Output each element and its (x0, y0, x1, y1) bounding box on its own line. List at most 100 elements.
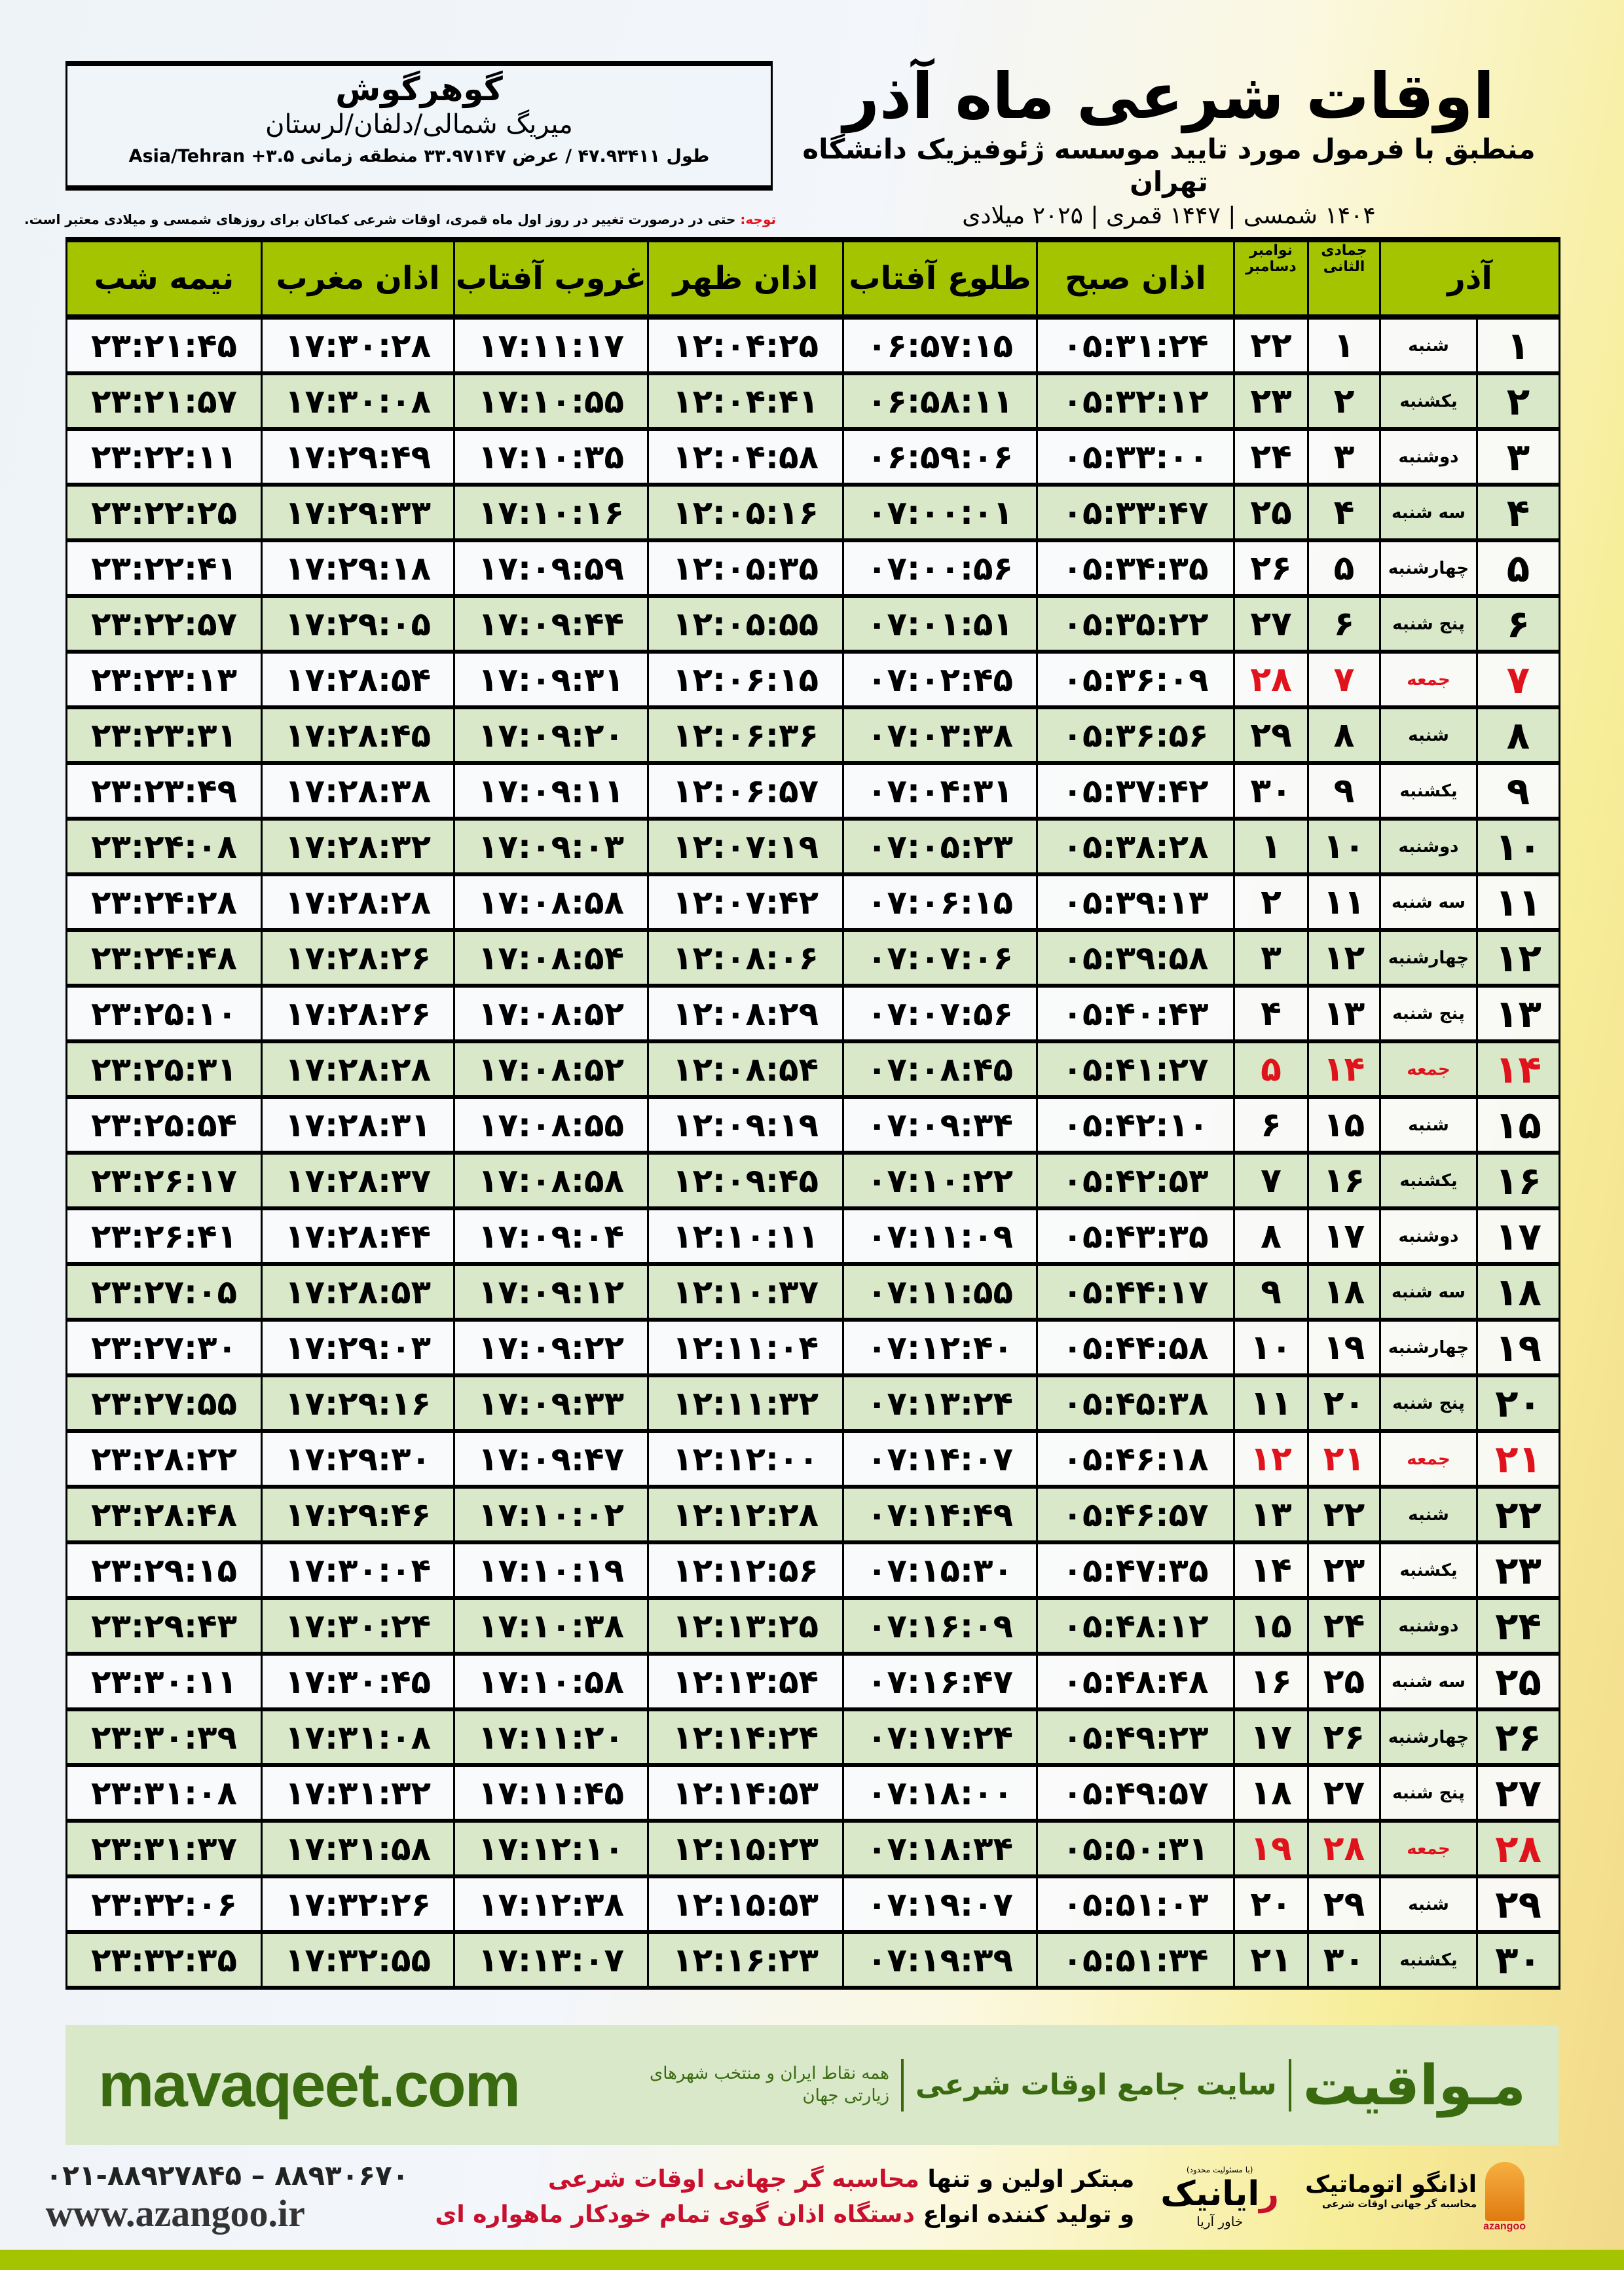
dhuhr-time: ۱۲:۱۱:۰۴ (647, 1318, 844, 1377)
fajr-time: ۰۵:۴۹:۵۷ (1036, 1764, 1235, 1822)
weekday: پنج شنبه (1379, 1374, 1478, 1432)
fajr-time: ۰۵:۳۳:۴۷ (1036, 483, 1235, 542)
fajr-time: ۰۵:۳۳:۰۰ (1036, 428, 1235, 486)
rayanik-logo: (با مسئولیت محدود) رایانیک خاور آریا (1160, 2165, 1279, 2229)
sunrise-time: ۰۷:۰۹:۳۴ (842, 1096, 1038, 1154)
azar-day: ۲۹ (1476, 1875, 1560, 1933)
sunrise-time: ۰۷:۱۴:۰۷ (842, 1430, 1038, 1488)
col-midnight: نیمه شب (65, 237, 263, 320)
azar-day: ۲۴ (1476, 1597, 1560, 1655)
gregorian-day: ۵ (1233, 1040, 1309, 1098)
midnight-time: ۲۳:۲۸:۴۸ (65, 1485, 263, 1544)
fajr-time: ۰۵:۵۱:۳۴ (1036, 1931, 1235, 1989)
azar-day: ۱۸ (1476, 1263, 1560, 1321)
dhuhr-time: ۱۲:۱۴:۲۴ (647, 1708, 844, 1766)
midnight-time: ۲۳:۲۹:۴۳ (65, 1597, 263, 1655)
azar-day: ۲۶ (1476, 1708, 1560, 1766)
gregorian-day: ۲۷ (1233, 595, 1309, 653)
midnight-time: ۲۳:۳۲:۰۶ (65, 1875, 263, 1933)
maghrib-time: ۱۷:۲۹:۴۶ (261, 1485, 455, 1544)
weekday: سه شنبه (1379, 873, 1478, 931)
gregorian-day: ۱۱ (1233, 1374, 1309, 1432)
sunset-time: ۱۷:۰۹:۳۳ (453, 1374, 649, 1432)
hijri-day: ۶ (1307, 595, 1381, 653)
promo-line1: مبتکر اولین و تنها (919, 2166, 1135, 2193)
sunrise-time: ۰۷:۱۱:۵۵ (842, 1263, 1038, 1321)
sunrise-time: ۰۷:۱۳:۲۴ (842, 1374, 1038, 1432)
azar-day: ۱۳ (1476, 984, 1560, 1043)
sunrise-time: ۰۶:۵۷:۱۵ (842, 316, 1038, 375)
rayanik-small: (با مسئولیت محدود) (1186, 2165, 1253, 2174)
sunrise-time: ۰۷:۰۰:۰۱ (842, 483, 1038, 542)
fajr-time: ۰۵:۳۵:۲۲ (1036, 595, 1235, 653)
maghrib-time: ۱۷:۲۸:۵۴ (261, 650, 455, 709)
midnight-time: ۲۳:۲۲:۲۵ (65, 483, 263, 542)
table-row: ۱۱ سه شنبه ۱۱ ۲ ۰۵:۳۹:۱۳ ۰۷:۰۶:۱۵ ۱۲:۰۷:۴۲ ۱۷:۰… (65, 873, 1560, 931)
col-gregorian: نوامبر دسامبر (1233, 237, 1309, 320)
gregorian-day: ۴ (1233, 984, 1309, 1043)
hijri-day: ۱۳ (1307, 984, 1381, 1043)
page-title: اوقات شرعی ماه آذر (843, 60, 1495, 133)
weekday: سه شنبه (1379, 483, 1478, 542)
weekday: دوشنبه (1379, 1207, 1478, 1265)
gregorian-day: ۱۰ (1233, 1318, 1309, 1377)
azangoo-website[interactable]: www.azangoo.ir (45, 2192, 305, 2235)
dhuhr-time: ۱۲:۱۰:۳۷ (647, 1263, 844, 1321)
midnight-time: ۲۳:۲۴:۲۸ (65, 873, 263, 931)
weekday: جمعه (1379, 1430, 1478, 1488)
fajr-time: ۰۵:۳۹:۱۳ (1036, 873, 1235, 931)
midnight-time: ۲۳:۲۳:۳۱ (65, 706, 263, 764)
banner-site-link[interactable]: mavaqeet.com (98, 2049, 521, 2120)
azar-day: ۲۵ (1476, 1652, 1560, 1711)
maghrib-time: ۱۷:۲۹:۱۸ (261, 539, 455, 597)
midnight-time: ۲۳:۲۹:۱۵ (65, 1541, 263, 1599)
azar-day: ۹ (1476, 762, 1560, 820)
location-region: میریگ شمالی/دلفان/لرستان (265, 109, 573, 140)
fajr-time: ۰۵:۵۱:۰۳ (1036, 1875, 1235, 1933)
sunrise-time: ۰۷:۱۹:۳۹ (842, 1931, 1038, 1989)
gregorian-day: ۲۸ (1233, 650, 1309, 709)
azar-day: ۱۷ (1476, 1207, 1560, 1265)
gregorian-day: ۳ (1233, 929, 1309, 987)
gregorian-day: ۱۳ (1233, 1485, 1309, 1544)
midnight-time: ۲۳:۲۱:۴۵ (65, 316, 263, 375)
fajr-time: ۰۵:۳۲:۱۲ (1036, 372, 1235, 430)
table-row: ۱۰ دوشنبه ۱۰ ۱ ۰۵:۳۸:۲۸ ۰۷:۰۵:۲۳ ۱۲:۰۷:۱۹ ۱۷:۰۹… (65, 817, 1560, 876)
sunset-time: ۱۷:۰۹:۱۱ (453, 762, 649, 820)
weekday: سه شنبه (1379, 1652, 1478, 1711)
maghrib-time: ۱۷:۲۸:۲۶ (261, 929, 455, 987)
fajr-time: ۰۵:۴۸:۴۸ (1036, 1652, 1235, 1711)
sunset-time: ۱۷:۱۳:۰۷ (453, 1931, 649, 1989)
table-row: ۲۳ یکشنبه ۲۳ ۱۴ ۰۵:۴۷:۳۵ ۰۷:۱۵:۳۰ ۱۲:۱۲:۵۶ ۱۷:۱… (65, 1541, 1560, 1599)
sunset-time: ۱۷:۱۰:۱۶ (453, 483, 649, 542)
azar-day: ۲ (1476, 372, 1560, 430)
hijri-day: ۱۷ (1307, 1207, 1381, 1265)
table-row: ۱۵ شنبه ۱۵ ۶ ۰۵:۴۲:۱۰ ۰۷:۰۹:۳۴ ۱۲:۰۹:۱۹ ۱۷:۰۸:۵… (65, 1096, 1560, 1154)
year-info: ۱۴۰۴ شمسی | ۱۴۴۷ قمری | ۲۰۲۵ میلادی (962, 202, 1376, 230)
table-row: ۱۳ پنج شنبه ۱۳ ۴ ۰۵:۴۰:۴۳ ۰۷:۰۷:۵۶ ۱۲:۰۸:۲۹ ۱۷:… (65, 984, 1560, 1043)
fajr-time: ۰۵:۴۶:۱۸ (1036, 1430, 1235, 1488)
page-subtitle: منطبق با فرمول مورد تایید موسسه ژئوفیزیک… (802, 132, 1536, 198)
sunrise-time: ۰۶:۵۸:۱۱ (842, 372, 1038, 430)
sunset-time: ۱۷:۱۱:۴۵ (453, 1764, 649, 1822)
gregorian-day: ۲۶ (1233, 539, 1309, 597)
sunset-time: ۱۷:۱۱:۱۷ (453, 316, 649, 375)
note: توجه: حتی در درصورت تغییر در روز اول ماه… (24, 212, 776, 227)
dhuhr-time: ۱۲:۱۳:۲۵ (647, 1597, 844, 1655)
maghrib-time: ۱۷:۳۰:۰۴ (261, 1541, 455, 1599)
gregorian-day: ۱ (1233, 817, 1309, 876)
hijri-day: ۱۹ (1307, 1318, 1381, 1377)
fajr-time: ۰۵:۴۳:۳۵ (1036, 1207, 1235, 1265)
sunrise-time: ۰۷:۰۶:۱۵ (842, 873, 1038, 931)
mosque-dome-icon (1485, 2162, 1524, 2221)
hijri-day: ۳۰ (1307, 1931, 1381, 1989)
weekday: پنج شنبه (1379, 1764, 1478, 1822)
fajr-time: ۰۵:۴۱:۲۷ (1036, 1040, 1235, 1098)
hijri-day: ۲۷ (1307, 1764, 1381, 1822)
weekday: دوشنبه (1379, 428, 1478, 486)
hijri-day: ۸ (1307, 706, 1381, 764)
azar-day: ۲۸ (1476, 1819, 1560, 1878)
maghrib-time: ۱۷:۲۸:۳۱ (261, 1096, 455, 1154)
midnight-time: ۲۳:۲۷:۵۵ (65, 1374, 263, 1432)
divider (1288, 2058, 1291, 2112)
